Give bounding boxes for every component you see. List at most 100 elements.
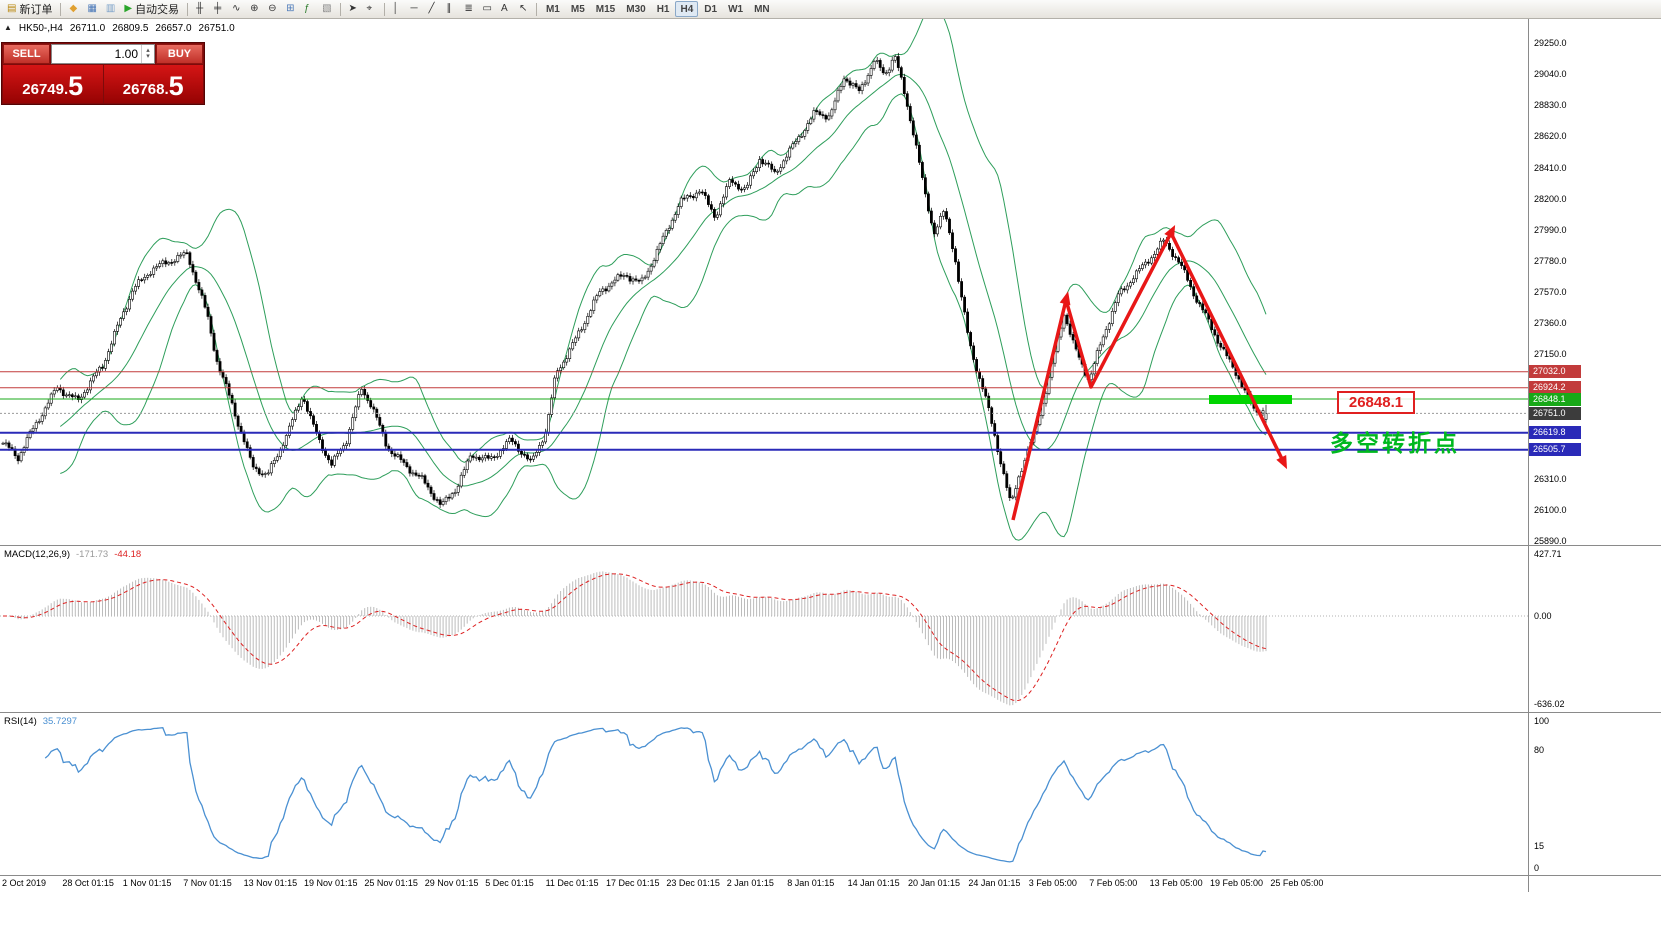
volume-spin-control[interactable]: ▴ ▾ xyxy=(141,45,154,63)
vertical-line-icon: │ xyxy=(392,3,399,14)
timeframe-w1-button[interactable]: W1 xyxy=(723,1,748,17)
time-axis: 2 Oct 2019 28 Oct 01:15 1 Nov 01:15 7 Nov 0… xyxy=(0,876,1528,892)
price-axis-label: 28410.0 xyxy=(1534,162,1567,173)
price-axis-label: 27990.0 xyxy=(1534,224,1567,235)
symbol-name: HK50-,H4 xyxy=(18,23,63,34)
indicators-button[interactable]: ƒ xyxy=(300,1,317,17)
tile-windows-button[interactable]: ⊞ xyxy=(282,1,299,17)
axis-divider xyxy=(1528,19,1529,892)
time-axis-label: 20 Jan 01:15 xyxy=(908,878,961,888)
time-axis-label: 2 Jan 01:15 xyxy=(726,878,774,888)
zoom-out-icon: ⊖ xyxy=(268,3,277,14)
vertical-line-button[interactable]: │ xyxy=(389,1,406,17)
candlestick-chart-canvas[interactable] xyxy=(0,19,1528,545)
timeframe-mn-button[interactable]: MN xyxy=(749,1,775,17)
cursor-button[interactable]: ➤ xyxy=(345,1,362,17)
macd-chart-canvas[interactable] xyxy=(0,546,1528,712)
time-axis-label: 24 Jan 01:15 xyxy=(968,878,1021,888)
zoom-out-button[interactable]: ⊖ xyxy=(264,1,281,17)
panel-divider[interactable] xyxy=(0,712,1661,713)
bar-chart-button[interactable]: ╫ xyxy=(192,1,209,17)
time-axis-label: 14 Jan 01:15 xyxy=(847,878,900,888)
timeframe-h4-button[interactable]: H4 xyxy=(675,1,699,17)
one-click-trading-panel: SELL 1.00 ▴ ▾ BUY 26749. 5 26768. 5 xyxy=(1,42,205,105)
sell-button[interactable]: SELL xyxy=(3,44,50,64)
timeframe-m15-button-label: M15 xyxy=(595,3,616,15)
timeframe-m30-button[interactable]: M30 xyxy=(621,1,650,17)
timeframe-m5-button-label: M5 xyxy=(570,3,585,15)
toolbar-separator xyxy=(60,2,62,16)
trendline-button[interactable]: ╱ xyxy=(425,1,442,17)
timeframe-d1-button-label: D1 xyxy=(704,3,718,15)
market-watch-icon: ◆ xyxy=(69,3,78,14)
volume-spinner[interactable]: 1.00 ▴ ▾ xyxy=(51,44,155,64)
timeframe-h4-button-label: H4 xyxy=(680,3,694,15)
price-axis-boxed-label: 26848.1 xyxy=(1529,392,1581,406)
time-axis-label: 8 Jan 01:15 xyxy=(787,878,835,888)
time-axis-label: 13 Nov 01:15 xyxy=(243,878,298,888)
buy-button[interactable]: BUY xyxy=(156,44,203,64)
sell-price-main: 26749. xyxy=(22,81,69,99)
cursor-icon: ➤ xyxy=(348,3,357,14)
price-axis-boxed-label: 26751.0 xyxy=(1529,406,1581,420)
time-axis-label: 3 Feb 05:00 xyxy=(1028,878,1077,888)
rsi-value: 35.7297 xyxy=(42,716,78,727)
zoom-in-button[interactable]: ⊕ xyxy=(246,1,263,17)
macd-scale-label: 427.71 xyxy=(1534,549,1562,559)
ohlc-open: 26711.0 xyxy=(69,23,106,34)
timeframe-h1-button[interactable]: H1 xyxy=(652,1,675,17)
shapes-button[interactable]: ▭ xyxy=(479,1,496,17)
arrow-tools-button[interactable]: ↖ xyxy=(515,1,532,17)
timeframe-m30-button-label: M30 xyxy=(626,3,646,15)
price-axis-boxed-label: 26505.7 xyxy=(1529,443,1581,457)
price-axis-label: 27360.0 xyxy=(1534,318,1567,329)
terminal-button[interactable]: ▥ xyxy=(102,1,119,17)
time-axis-label: 29 Nov 01:15 xyxy=(424,878,479,888)
data-window-button[interactable]: ▦ xyxy=(83,1,100,17)
price-axis-label: 27780.0 xyxy=(1534,255,1567,266)
price-axis-boxed-label: 26924.2 xyxy=(1529,381,1581,395)
crosshair-button[interactable]: ⌖ xyxy=(363,1,380,17)
crosshair-icon: ⌖ xyxy=(366,3,373,14)
auto-trading-icon: ▶ xyxy=(124,3,133,14)
fibonacci-button[interactable]: ≣ xyxy=(461,1,478,17)
macd-signal-value: -44.18 xyxy=(114,549,142,560)
rsi-chart-canvas[interactable] xyxy=(0,713,1528,875)
macd-scale-label: -636.02 xyxy=(1534,699,1565,709)
timeframe-m5-button[interactable]: M5 xyxy=(566,1,590,17)
timeframe-mn-button-label: MN xyxy=(754,3,770,15)
toolbar-separator xyxy=(383,2,385,16)
timeframe-m1-button[interactable]: M1 xyxy=(541,1,565,17)
timeframe-m15-button[interactable]: M15 xyxy=(591,1,620,17)
candlestick-chart-button[interactable]: ╪ xyxy=(210,1,227,17)
panel-divider[interactable] xyxy=(0,545,1661,546)
timeframe-d1-button[interactable]: D1 xyxy=(699,1,722,17)
line-chart-button[interactable]: ∿ xyxy=(228,1,245,17)
channel-button[interactable]: ∥ xyxy=(443,1,460,17)
buy-price-button[interactable]: 26768. 5 xyxy=(103,65,203,103)
new-order-button[interactable]: ▤ 新订单 xyxy=(3,1,56,17)
templates-button[interactable]: ▧ xyxy=(318,1,335,17)
text-button[interactable]: A xyxy=(497,1,514,17)
buy-price-big-digit: 5 xyxy=(168,71,184,102)
new-order-button-label: 新订单 xyxy=(19,4,53,16)
indicators-icon: ƒ xyxy=(304,3,310,14)
timeframe-w1-button-label: W1 xyxy=(728,3,744,15)
sell-price-button[interactable]: 26749. 5 xyxy=(3,65,103,103)
time-axis-label: 25 Feb 05:00 xyxy=(1270,878,1324,888)
price-level-callout[interactable]: 26848.1 xyxy=(1337,391,1415,414)
price-axis-label: 29250.0 xyxy=(1534,38,1567,48)
horizontal-line-button[interactable]: ─ xyxy=(407,1,424,17)
price-axis-label: 28200.0 xyxy=(1534,193,1567,204)
time-axis-label: 7 Nov 01:15 xyxy=(183,878,232,888)
volume-up-icon[interactable]: ▴ xyxy=(146,47,150,54)
price-axis-label: 28620.0 xyxy=(1534,131,1567,142)
chart-symbol-info: ▲ HK50-,H4 26711.0 26809.5 26657.0 26751… xyxy=(4,23,235,34)
market-watch-button[interactable]: ◆ xyxy=(65,1,82,17)
price-axis-boxed-label: 27032.0 xyxy=(1529,365,1581,379)
rsi-scale-label: 80 xyxy=(1534,745,1545,755)
volume-down-icon[interactable]: ▾ xyxy=(146,53,150,60)
auto-trading-button[interactable]: ▶ 自动交易 xyxy=(120,1,183,17)
templates-icon: ▧ xyxy=(322,3,332,14)
